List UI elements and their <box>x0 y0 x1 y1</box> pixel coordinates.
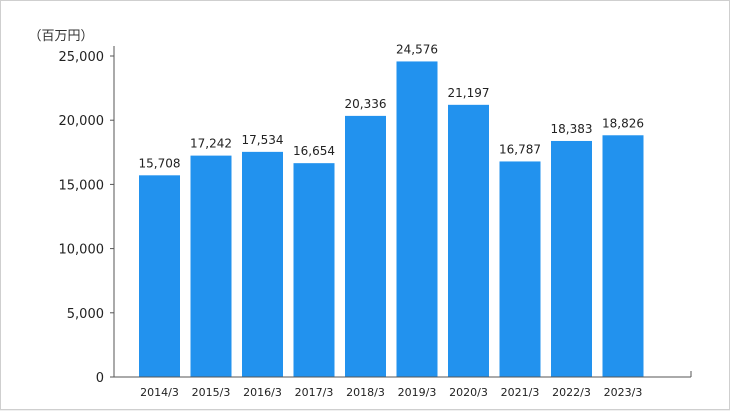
x-tick-label: 2015/3 <box>192 386 231 399</box>
bar <box>139 175 180 377</box>
bar <box>551 140 592 377</box>
bar <box>293 163 335 377</box>
bar-value-label: 17,242 <box>190 137 232 151</box>
bar-value-label: 24,576 <box>396 42 438 56</box>
unit-label: （百万円） <box>28 29 93 44</box>
bar-value-label: 18,383 <box>551 122 593 136</box>
x-tick-label: 2018/3 <box>346 386 385 399</box>
bar-value-label: 17,534 <box>242 133 284 147</box>
bar <box>448 104 489 378</box>
x-axis: 2014/3 2015/3 2016/3 2017/3 2018/3 2019/3 2020… <box>114 371 692 399</box>
y-tick-label: 10,000 <box>59 243 105 258</box>
bar <box>602 135 644 377</box>
x-tick-label: 2017/3 <box>295 386 334 399</box>
bars: 15,708 17,242 17,534 16,654 20,336 24,576 21,1… <box>139 42 644 378</box>
y-tick-label: 20,000 <box>59 114 105 129</box>
x-tick-label: 2021/3 <box>501 386 540 399</box>
bar-value-label: 18,826 <box>602 116 644 130</box>
bar-value-label: 21,197 <box>448 86 490 100</box>
y-axis: 0 5,000 10,000 15,000 20,000 25,000 <box>59 46 115 386</box>
x-tick-label: 2019/3 <box>398 386 437 399</box>
bar-value-label: 15,708 <box>139 156 181 170</box>
bar <box>499 161 541 377</box>
y-tick-label: 25,000 <box>59 50 105 65</box>
bar <box>396 61 438 378</box>
bar-value-label: 20,336 <box>345 97 387 111</box>
x-tick-label: 2014/3 <box>140 386 179 399</box>
y-tick-label: 0 <box>96 371 104 386</box>
x-tick-label: 2022/3 <box>552 386 591 399</box>
x-tick-label: 2020/3 <box>449 386 488 399</box>
bar-value-label: 16,654 <box>293 144 335 158</box>
y-tick-label: 5,000 <box>67 307 104 322</box>
x-tick-label: 2016/3 <box>243 386 282 399</box>
x-tick-label: 2023/3 <box>604 386 643 399</box>
bar-value-label: 16,787 <box>499 142 541 156</box>
bar <box>242 151 283 377</box>
bar <box>345 115 386 378</box>
y-tick-label: 15,000 <box>59 178 105 193</box>
bar <box>190 155 232 377</box>
